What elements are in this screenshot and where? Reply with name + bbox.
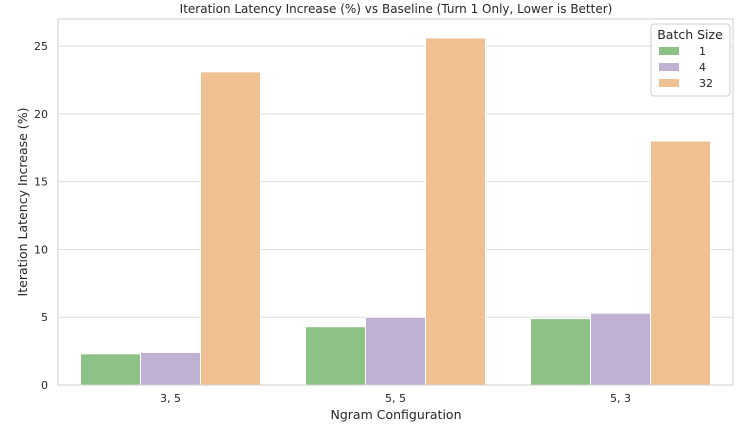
x-tick-label: 5, 3 xyxy=(610,392,631,405)
x-tick-label: 3, 5 xyxy=(160,392,181,405)
bar-4-0 xyxy=(140,351,201,386)
x-axis-ticks: 3, 5 5, 5 5, 3 xyxy=(160,392,631,405)
legend-label-4: 4 xyxy=(699,61,706,74)
x-tick-label: 5, 5 xyxy=(385,392,406,405)
legend-box xyxy=(650,23,731,97)
bar-1-2 xyxy=(530,318,591,386)
bar-32-0 xyxy=(200,71,261,386)
x-axis-label: Ngram Configuration xyxy=(330,407,461,422)
legend-swatch-32 xyxy=(659,79,679,87)
y-tick-label: 15 xyxy=(34,176,48,189)
legend-title: Batch Size xyxy=(657,27,723,42)
bar-4-2 xyxy=(590,312,651,386)
legend-label-1: 1 xyxy=(699,45,706,58)
chart-title: Iteration Latency Increase (%) vs Baseli… xyxy=(180,2,613,16)
y-tick-label: 10 xyxy=(34,243,48,256)
bars xyxy=(80,37,711,386)
bar-32-2 xyxy=(650,140,711,386)
y-tick-label: 20 xyxy=(34,108,48,121)
bar-1-0 xyxy=(80,353,141,386)
y-axis-ticks: 0 5 10 15 20 25 xyxy=(34,40,48,392)
bar-32-1 xyxy=(425,37,486,386)
legend: Batch Size 1 4 32 xyxy=(650,23,731,97)
legend-items: 1 4 32 xyxy=(659,45,713,90)
legend-swatch-1 xyxy=(659,47,679,55)
y-tick-label: 5 xyxy=(41,311,48,324)
legend-label-32: 32 xyxy=(699,77,713,90)
y-tick-label: 25 xyxy=(34,40,48,53)
legend-swatch-4 xyxy=(659,63,679,71)
y-axis-label: Iteration Latency Increase (%) xyxy=(15,108,30,297)
plot-frame xyxy=(57,18,734,386)
bar-1-1 xyxy=(305,326,366,386)
bar-4-1 xyxy=(365,316,426,386)
y-tick-label: 0 xyxy=(41,379,48,392)
